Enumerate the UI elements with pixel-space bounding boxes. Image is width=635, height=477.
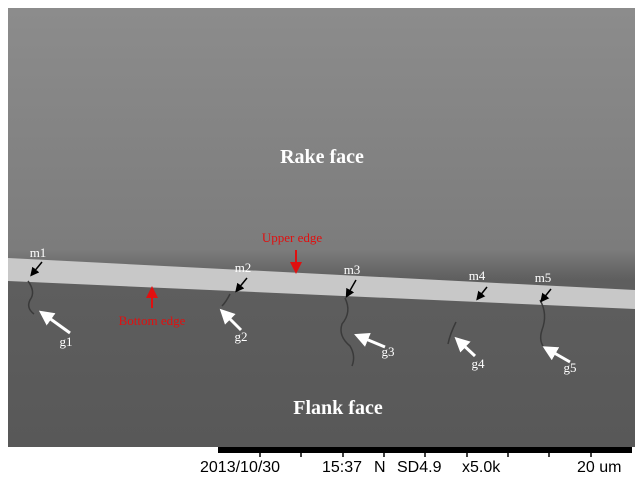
footer-text: 15:37 xyxy=(322,459,362,476)
marker-label: m2 xyxy=(235,260,252,275)
marker-label: m3 xyxy=(344,262,361,277)
marker-label: m5 xyxy=(535,270,552,285)
bottom-edge-label: Bottom edge xyxy=(119,313,186,328)
footer-text: SD4.9 xyxy=(397,459,442,476)
groove-label: g3 xyxy=(382,344,395,359)
rake-face-label: Rake face xyxy=(280,146,364,168)
image-area xyxy=(8,8,635,447)
flank-face-label: Flank face xyxy=(293,397,383,419)
footer-text: N xyxy=(374,459,386,476)
footer-text: 2013/10/30 xyxy=(200,459,280,476)
marker-label: m1 xyxy=(30,245,47,260)
footer-text: 20 um xyxy=(577,459,621,476)
groove-label: g2 xyxy=(235,329,248,344)
marker-label: m4 xyxy=(469,268,486,283)
groove-label: g1 xyxy=(60,334,73,349)
sem-image: Rake face Flank face Upper edge Bottom e… xyxy=(0,0,635,477)
groove-label: g4 xyxy=(472,356,486,371)
groove-label: g5 xyxy=(564,360,577,375)
upper-edge-label: Upper edge xyxy=(262,230,323,245)
footer-text: x5.0k xyxy=(462,459,501,476)
